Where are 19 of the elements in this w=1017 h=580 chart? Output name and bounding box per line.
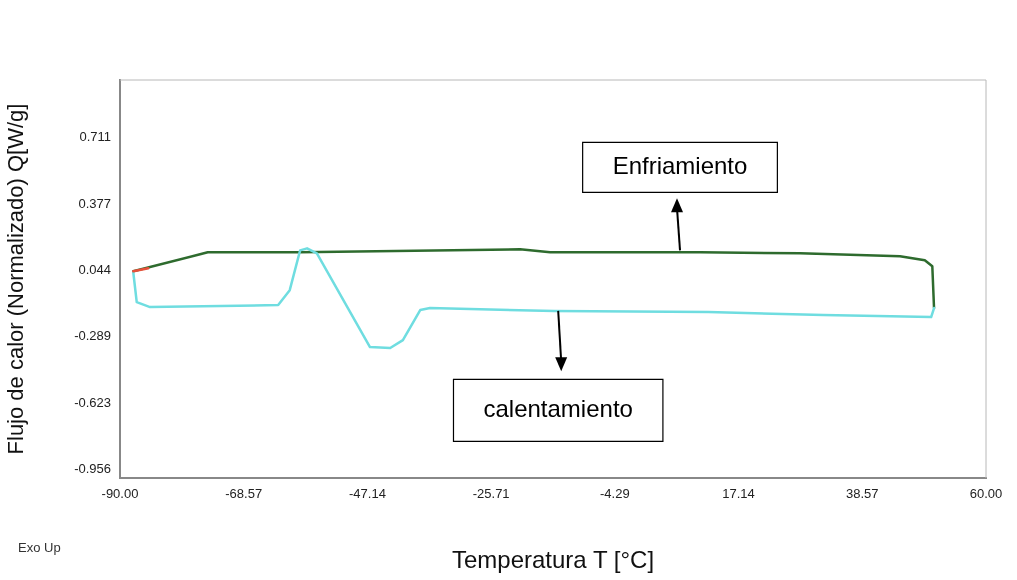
x-tick-label: -90.00 [101, 486, 139, 502]
x-tick-label: -47.14 [349, 486, 386, 502]
x-tick-label: -4.29 [600, 486, 630, 502]
x-tick-label: -25.71 [472, 486, 510, 502]
y-tick-label: 0.377 [78, 195, 111, 211]
x-tick-label: 17.14 [722, 486, 755, 502]
y-tick-label: 0.711 [79, 129, 111, 145]
y-tick-label: -0.956 [74, 460, 111, 476]
annotation: Enfriamiento [612, 151, 748, 179]
x-tick-label: 38.57 [846, 486, 879, 502]
x-tick-label: 60.00 [969, 486, 1003, 502]
x-axis-title: Temperatura T [°C] [451, 546, 655, 574]
text: Exo Up [18, 539, 61, 555]
x-tick-label: -68.57 [225, 486, 263, 502]
y-tick-label: 0.044 [78, 261, 111, 277]
y-axis-title: Flujo de calor (Normalizado) Q[W/g] [3, 103, 29, 455]
annotation: calentamiento [483, 394, 633, 422]
y-tick-label: -0.623 [74, 394, 111, 410]
y-tick-label: -0.289 [74, 328, 111, 344]
